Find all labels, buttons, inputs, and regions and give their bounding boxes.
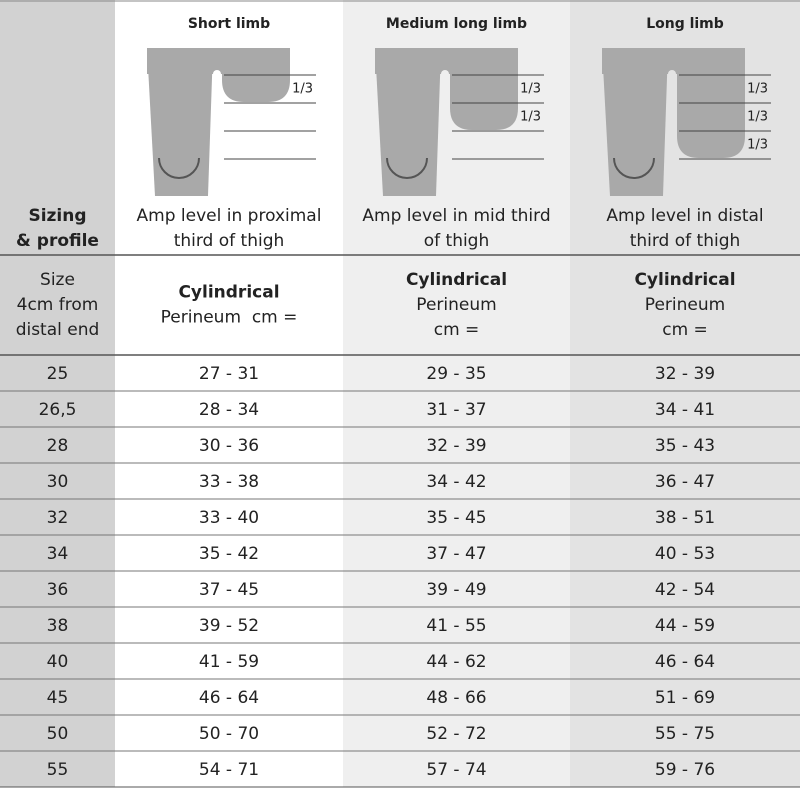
profile-label: Cylindrical	[178, 283, 279, 303]
size-cell: 32	[47, 508, 69, 528]
column-title: Medium long limb	[386, 16, 527, 32]
fraction-label: 1/3	[292, 82, 313, 97]
illustration	[375, 48, 441, 196]
corner-label: Sizing	[28, 206, 86, 226]
illustration	[222, 60, 290, 102]
range-cell: 39 - 52	[199, 616, 259, 636]
range-cell: 29 - 35	[426, 364, 486, 384]
column-description: Amp level in proximal	[137, 206, 322, 226]
range-cell: 34 - 41	[655, 400, 715, 420]
range-cell: 32 - 39	[426, 436, 486, 456]
unit-label: cm =	[662, 320, 708, 340]
profile-label: Cylindrical	[634, 270, 735, 290]
fraction-label: 1/3	[747, 138, 768, 153]
size-cell: 40	[47, 652, 69, 672]
size-cell: 34	[47, 544, 69, 564]
illustration	[386, 157, 428, 179]
column-description: Amp level in mid third	[362, 206, 550, 226]
size-label: 4cm from	[17, 295, 99, 315]
range-cell: 36 - 47	[655, 472, 715, 492]
range-cell: 38 - 51	[655, 508, 715, 528]
column-description: third of thigh	[630, 231, 741, 251]
column-title: Short limb	[188, 16, 270, 32]
range-cell: 33 - 40	[199, 508, 259, 528]
size-label: Size	[40, 270, 75, 290]
range-cell: 44 - 59	[655, 616, 715, 636]
illustration	[602, 48, 668, 196]
range-cell: 59 - 76	[655, 760, 715, 780]
column-description: third of thigh	[174, 231, 285, 251]
range-cell: 35 - 43	[655, 436, 715, 456]
illustration	[213, 70, 221, 200]
illustration	[677, 60, 745, 158]
range-cell: 39 - 49	[426, 580, 486, 600]
corner-label: & profile	[16, 231, 99, 251]
size-cell: 38	[47, 616, 69, 636]
range-cell: 55 - 75	[655, 724, 715, 744]
size-cell: 30	[47, 472, 69, 492]
range-cell: 42 - 54	[655, 580, 715, 600]
range-cell: 40 - 53	[655, 544, 715, 564]
range-cell: 31 - 37	[426, 400, 486, 420]
range-cell: 34 - 42	[426, 472, 486, 492]
range-cell: 46 - 64	[655, 652, 715, 672]
size-cell: 55	[47, 760, 69, 780]
illustration	[441, 70, 449, 200]
range-cell: 46 - 64	[199, 688, 259, 708]
size-cell: 45	[47, 688, 69, 708]
range-cell: 52 - 72	[426, 724, 486, 744]
column-description: of thigh	[424, 231, 490, 251]
range-cell: 54 - 71	[199, 760, 259, 780]
unit-label: Perineum	[645, 295, 725, 315]
size-cell: 36	[47, 580, 69, 600]
range-cell: 48 - 66	[426, 688, 486, 708]
unit-label: cm =	[434, 320, 480, 340]
size-cell: 26,5	[39, 400, 77, 420]
range-cell: 50 - 70	[199, 724, 259, 744]
column-description: Amp level in distal	[606, 206, 763, 226]
column-title: Long limb	[646, 16, 724, 32]
illustration	[158, 157, 200, 179]
range-cell: 41 - 59	[199, 652, 259, 672]
size-cell: 25	[47, 364, 69, 384]
unit-label: Perineum cm =	[161, 308, 298, 328]
column-background	[0, 0, 115, 787]
fraction-label: 1/3	[520, 82, 541, 97]
range-cell: 35 - 42	[199, 544, 259, 564]
range-cell: 37 - 45	[199, 580, 259, 600]
range-cell: 27 - 31	[199, 364, 259, 384]
unit-label: Perineum	[416, 295, 496, 315]
illustration	[450, 60, 518, 130]
size-cell: 28	[47, 436, 69, 456]
range-cell: 51 - 69	[655, 688, 715, 708]
fraction-label: 1/3	[747, 82, 768, 97]
range-cell: 44 - 62	[426, 652, 486, 672]
range-cell: 37 - 47	[426, 544, 486, 564]
range-cell: 28 - 34	[199, 400, 259, 420]
illustration	[147, 48, 213, 196]
range-cell: 35 - 45	[426, 508, 486, 528]
illustration	[668, 70, 676, 200]
size-cell: 50	[47, 724, 69, 744]
fraction-label: 1/3	[520, 110, 541, 125]
range-cell: 32 - 39	[655, 364, 715, 384]
illustration	[613, 157, 655, 179]
range-cell: 57 - 74	[426, 760, 486, 780]
range-cell: 33 - 38	[199, 472, 259, 492]
range-cell: 30 - 36	[199, 436, 259, 456]
fraction-label: 1/3	[747, 110, 768, 125]
profile-label: Cylindrical	[406, 270, 507, 290]
range-cell: 41 - 55	[426, 616, 486, 636]
size-label: distal end	[16, 320, 100, 340]
